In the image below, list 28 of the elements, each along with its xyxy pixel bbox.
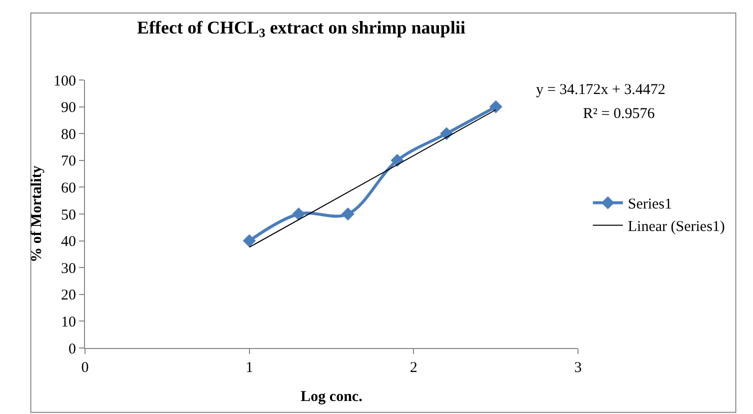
legend-label: Linear (Series1) xyxy=(628,219,725,236)
y-tick-label: 20 xyxy=(61,288,76,304)
point xyxy=(242,234,256,248)
x-axis-title: Log conc. xyxy=(300,389,363,405)
point xyxy=(440,127,454,140)
chart-title: Effect of CHCL$_{3}$ extract on shrimp nauplii xyxy=(137,17,466,40)
text: R² = 0.9576 xyxy=(583,106,656,122)
point xyxy=(292,208,306,220)
point xyxy=(390,154,404,167)
y-tick-label: 10 xyxy=(61,314,76,330)
x-tick-label: 0 xyxy=(81,360,89,376)
y-tick-label: 0 xyxy=(68,341,76,358)
y-tick-label: 40 xyxy=(61,234,76,250)
annotation: y = 34.172x + 3.4472 xyxy=(536,82,666,98)
y-tick-label: 50 xyxy=(61,207,76,224)
legend-label: Series1 xyxy=(628,196,672,213)
y-tick-label: 30 xyxy=(61,260,76,277)
x-tick-label: 1 xyxy=(246,360,254,376)
y-tick-label: 100 xyxy=(54,73,76,90)
y-tick-label: 90 xyxy=(61,100,76,116)
x-tick-label: 2 xyxy=(410,360,418,376)
point xyxy=(489,100,502,114)
y-axis-title: % of Mortality xyxy=(28,165,45,262)
point xyxy=(341,208,354,220)
y-tick-label: 60 xyxy=(61,180,76,196)
y-tick-label: 80 xyxy=(61,126,76,143)
y-tick-label: 70 xyxy=(61,154,76,170)
x-tick-label: 3 xyxy=(574,360,582,376)
